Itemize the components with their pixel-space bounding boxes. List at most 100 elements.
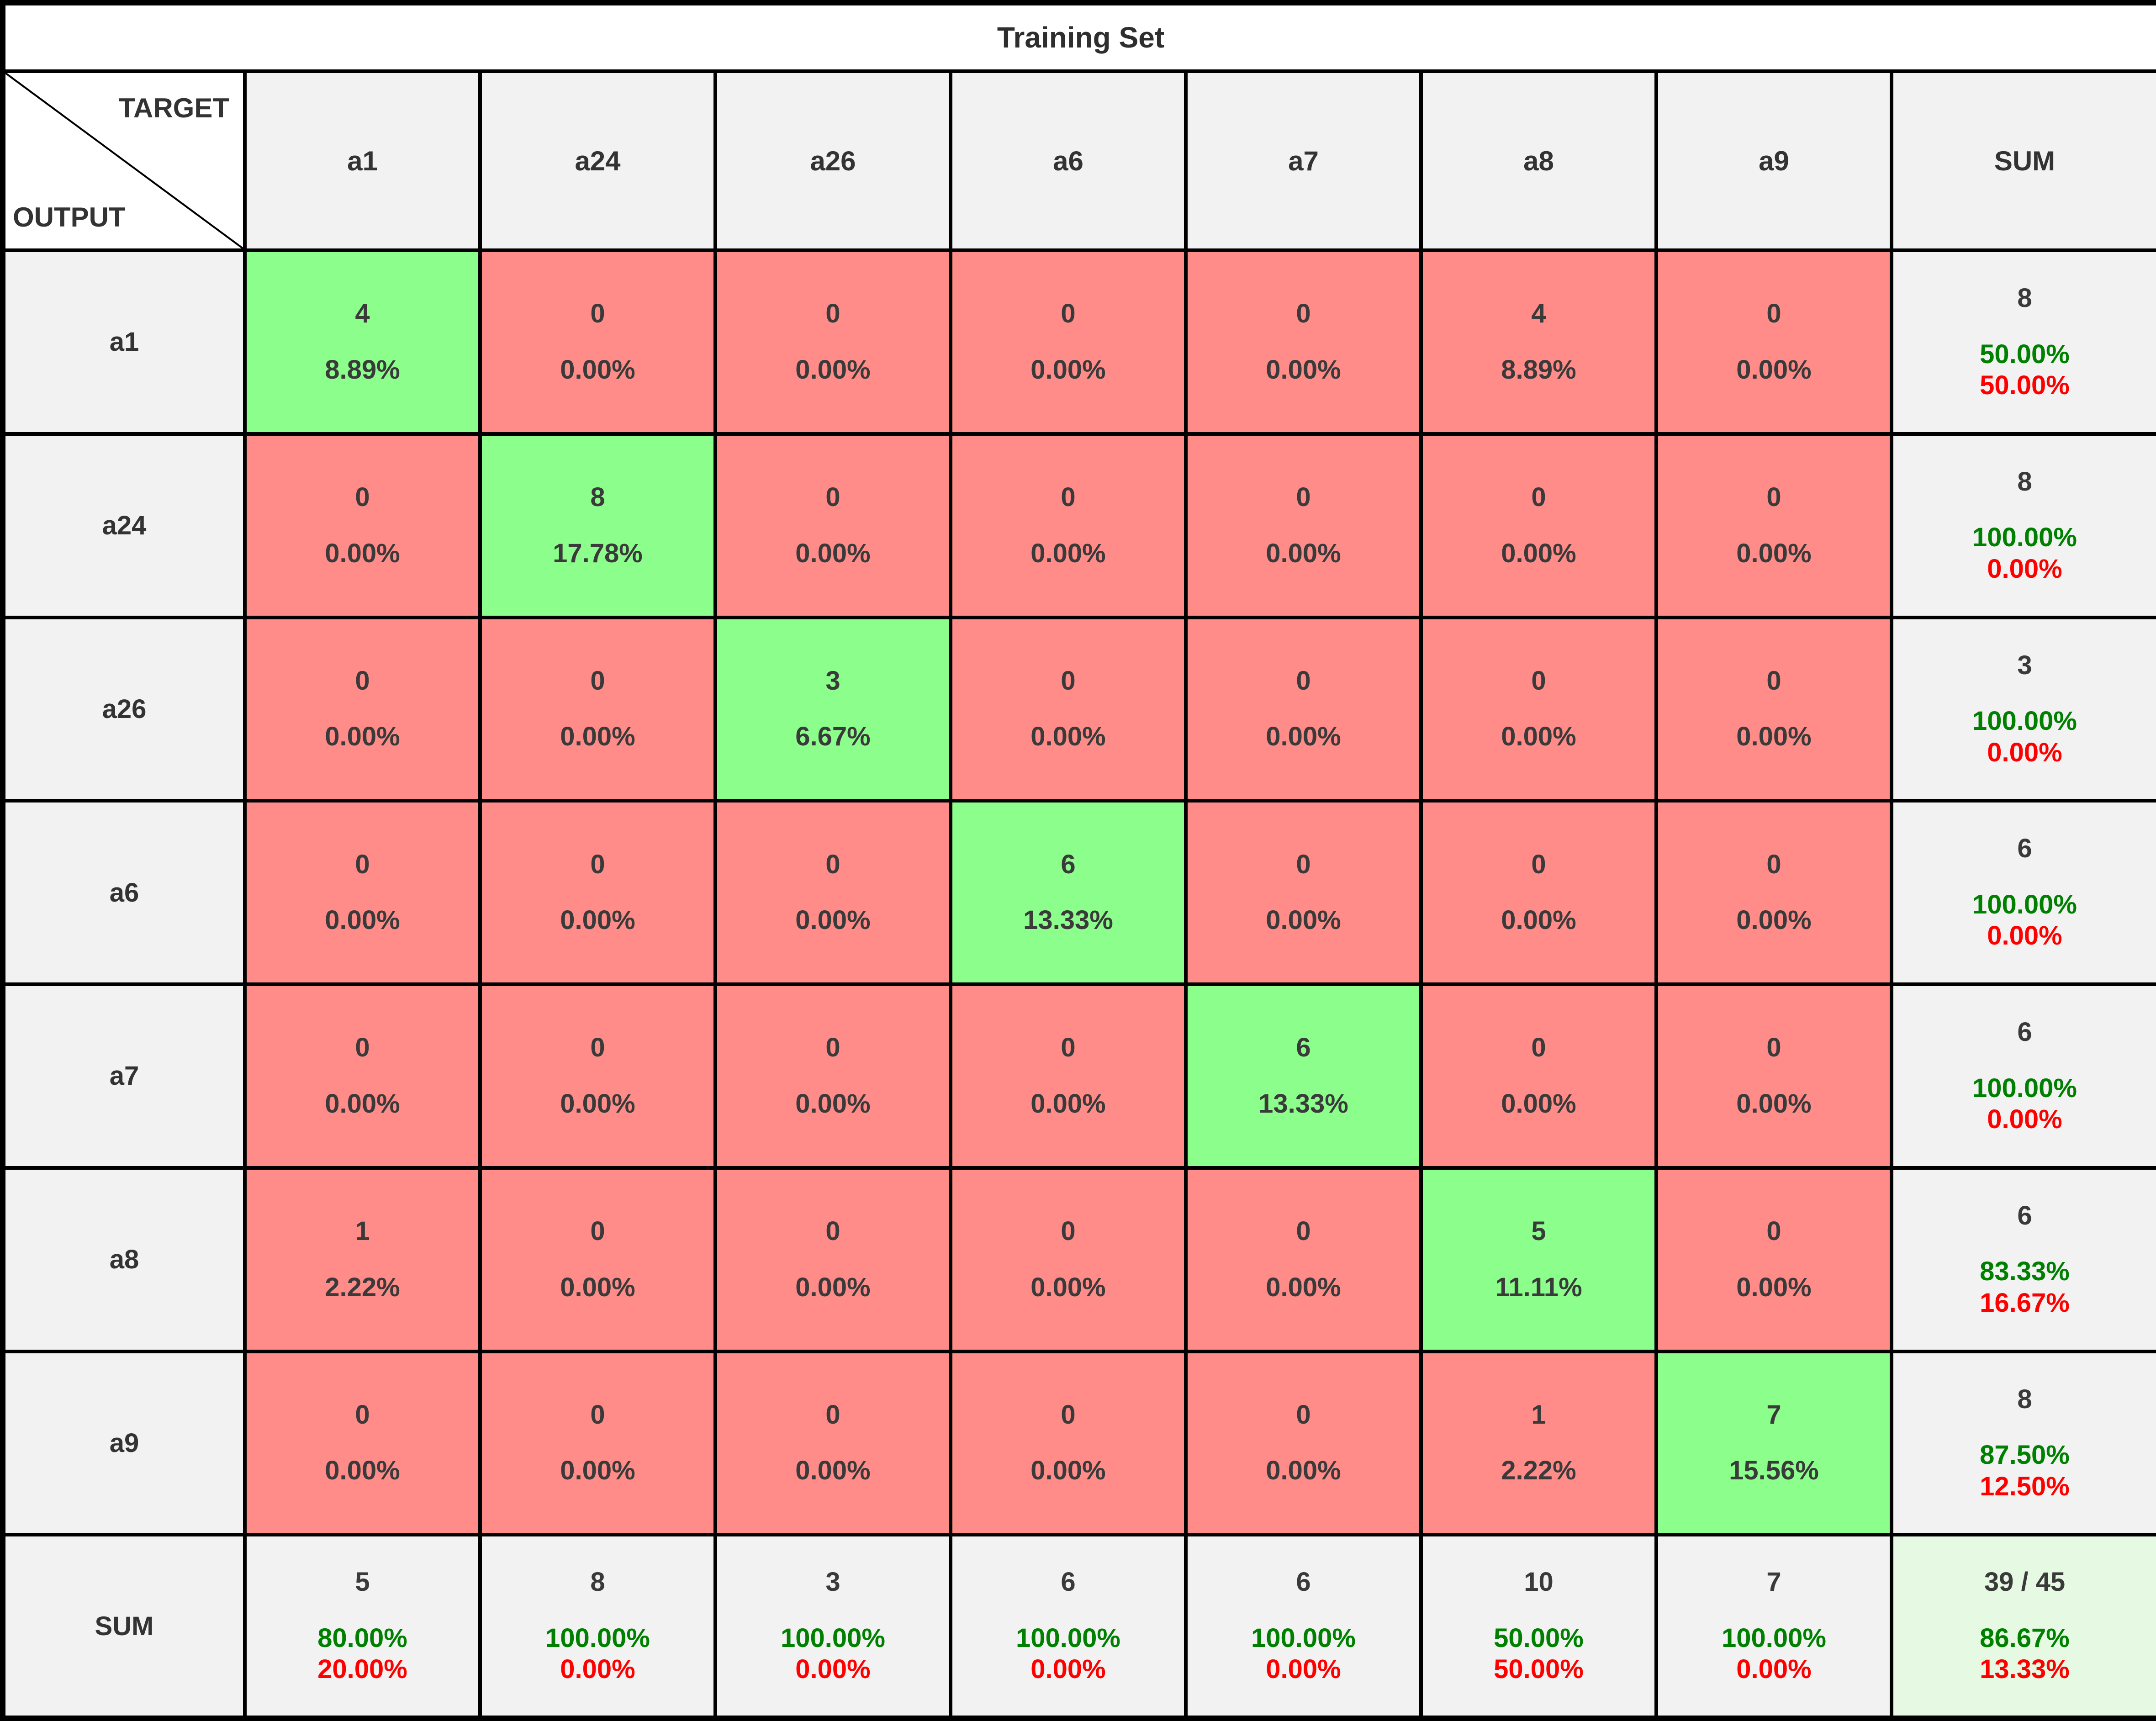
cell-pct: 0.00%: [1030, 354, 1106, 385]
cell-count: 6: [2017, 1017, 2032, 1047]
cell-pct: 13.33%: [1023, 905, 1113, 935]
cell-pct: 0.00%: [560, 722, 635, 752]
cell-count: 0: [1296, 665, 1311, 696]
cell-count: 3: [825, 1567, 840, 1597]
cell-a9-a24: 0 0.00%: [478, 1349, 717, 1537]
col-header-a9: a9: [1654, 69, 1893, 252]
cell-a6-a24: 0 0.00%: [478, 799, 717, 986]
cell-a8-a8: 5 11.11%: [1419, 1166, 1658, 1353]
cell-count: 0: [1296, 482, 1311, 512]
cell-a6-SUM: 6 100.00% 0.00%: [1890, 799, 2156, 986]
cell-a8-a7: 0 0.00%: [1184, 1166, 1423, 1353]
cell-count: 0: [590, 849, 605, 879]
cell-pct: 8.89%: [325, 354, 400, 385]
cell-a1-a24: 0 0.00%: [478, 248, 717, 436]
cell-count: 0: [825, 1399, 840, 1430]
cell-count: 8: [590, 1567, 605, 1597]
col-header-SUM: SUM: [1890, 69, 2156, 252]
cell-a7-a26: 0 0.00%: [713, 982, 952, 1170]
cell-pct: 0.00%: [795, 1272, 871, 1302]
title-row: Training Set: [1, 1, 2156, 73]
cell-pct-red: 16.67%: [1980, 1288, 2070, 1318]
cell-pct-green: 100.00%: [545, 1623, 650, 1653]
cell-pct: 0.00%: [560, 1272, 635, 1302]
cell-pct: 11.11%: [1495, 1272, 1582, 1302]
cell-count: 0: [1061, 1399, 1076, 1430]
cell-a9-a6: 0 0.00%: [949, 1349, 1188, 1537]
cell-a7-a7: 6 13.33%: [1184, 982, 1423, 1170]
cell-a9-a8: 1 2.22%: [1419, 1349, 1658, 1537]
cell-count: 0: [1531, 665, 1546, 696]
cell-pct: 0.00%: [1266, 1456, 1341, 1486]
cell-pct: 0.00%: [1736, 538, 1812, 568]
col-header-a7: a7: [1184, 69, 1423, 252]
cell-pct: 8.89%: [1501, 354, 1576, 385]
cell-pct-green: 100.00%: [1972, 523, 2077, 553]
cell-count: 6: [1061, 849, 1076, 879]
cell-count: 0: [1061, 665, 1076, 696]
cell-count: 4: [1531, 299, 1546, 329]
cell-pct-green: 100.00%: [1251, 1623, 1356, 1653]
cell-count: 0: [1766, 299, 1781, 329]
cell-a1-a7: 0 0.00%: [1184, 248, 1423, 436]
cell-count: 0: [1766, 1216, 1781, 1246]
cell-count: 8: [2017, 1384, 2032, 1414]
cell-pct: 0.00%: [1736, 1272, 1812, 1302]
cell-pct: 0.00%: [1266, 1272, 1341, 1302]
cell-pct-green: 100.00%: [1722, 1623, 1826, 1653]
cell-a24-a6: 0 0.00%: [949, 432, 1188, 619]
cell-SUM-a1: 5 80.00% 20.00%: [243, 1533, 482, 1720]
cell-a1-SUM: 8 50.00% 50.00%: [1890, 248, 2156, 436]
cell-a7-SUM: 6 100.00% 0.00%: [1890, 982, 2156, 1170]
diagonal-divider-line: [5, 73, 243, 248]
cell-SUM-a8: 10 50.00% 50.00%: [1419, 1533, 1658, 1720]
cell-SUM-a9: 7 100.00% 0.00%: [1654, 1533, 1893, 1720]
row-header-a6: a6: [1, 799, 247, 986]
cell-pct-red: 50.00%: [1980, 370, 2070, 401]
cell-count: 7: [1766, 1567, 1781, 1597]
cell-a26-a7: 0 0.00%: [1184, 615, 1423, 803]
cell-pct-green: 100.00%: [1972, 889, 2077, 919]
cell-pct: 15.56%: [1729, 1456, 1819, 1486]
cell-a9-SUM: 8 87.50% 12.50%: [1890, 1349, 2156, 1537]
cell-a26-a8: 0 0.00%: [1419, 615, 1658, 803]
cell-pct: 0.00%: [795, 354, 871, 385]
row-header-a9: a9: [1, 1349, 247, 1537]
cell-count: 0: [1531, 482, 1546, 512]
cell-a8-a6: 0 0.00%: [949, 1166, 1188, 1353]
cell-pct: 0.00%: [795, 1456, 871, 1486]
cell-pct: 0.00%: [325, 1456, 400, 1486]
row-header-a1: a1: [1, 248, 247, 436]
cell-pct-red: 0.00%: [1987, 921, 2062, 951]
cell-count: 10: [1524, 1567, 1554, 1597]
cell-pct-green: 87.50%: [1980, 1440, 2070, 1470]
cell-SUM-a6: 6 100.00% 0.00%: [949, 1533, 1188, 1720]
cell-count: 39 / 45: [1984, 1567, 2066, 1597]
cell-a7-a1: 0 0.00%: [243, 982, 482, 1170]
cell-a24-a8: 0 0.00%: [1419, 432, 1658, 619]
cell-pct: 0.00%: [1501, 722, 1576, 752]
cell-pct-green: 100.00%: [1016, 1623, 1120, 1653]
cell-count: 0: [1766, 665, 1781, 696]
cell-a24-a26: 0 0.00%: [713, 432, 952, 619]
column-header-row: TARGET OUTPUT a1 a24 a26 a6 a7 a8 a9 SUM: [1, 69, 2156, 252]
cell-count: 0: [355, 1033, 370, 1063]
cell-a9-a9: 7 15.56%: [1654, 1349, 1893, 1537]
col-header-a6: a6: [949, 69, 1188, 252]
cell-a9-a1: 0 0.00%: [243, 1349, 482, 1537]
matrix-body: a1 4 8.89% 0 0.00% 0 0.00% 0 0.00% 0 0.00% 4 8.89% 0 0…: [1, 248, 2156, 1720]
cell-pct: 2.22%: [325, 1272, 400, 1302]
cell-pct: 0.00%: [1501, 1088, 1576, 1119]
cell-count: 0: [1061, 299, 1076, 329]
cell-a26-a6: 0 0.00%: [949, 615, 1188, 803]
cell-SUM-a26: 3 100.00% 0.00%: [713, 1533, 952, 1720]
row-header-SUM: SUM: [1, 1533, 247, 1720]
table-row-a7: a7 0 0.00% 0 0.00% 0 0.00% 0 0.00% 6 13.33% 0 0.00% 0…: [1, 982, 2156, 1170]
cell-a26-SUM: 3 100.00% 0.00%: [1890, 615, 2156, 803]
cell-a6-a7: 0 0.00%: [1184, 799, 1423, 986]
cell-pct-green: 80.00%: [317, 1623, 407, 1653]
cell-a6-a1: 0 0.00%: [243, 799, 482, 986]
cell-pct: 13.33%: [1258, 1088, 1348, 1119]
cell-pct: 0.00%: [1266, 905, 1341, 935]
